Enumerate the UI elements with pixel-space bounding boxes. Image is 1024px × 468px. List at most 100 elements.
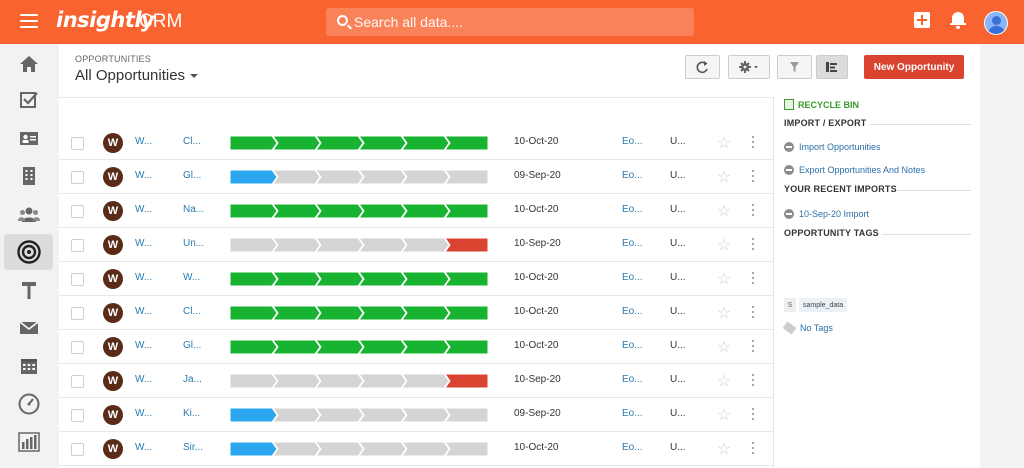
export-opportunities-link[interactable]: Export Opportunities And Notes <box>784 165 925 175</box>
opportunity-avatar[interactable]: W <box>103 337 123 357</box>
recent-import-link[interactable]: 10-Sep-20 Import <box>784 209 869 219</box>
opportunity-avatar[interactable]: W <box>103 167 123 187</box>
table-row[interactable]: W W... Un... 10-Sep-20 Eo... U... ☆ <box>59 228 773 262</box>
new-opportunity-button[interactable]: New Opportunity <box>864 55 964 79</box>
notifications-bell-icon[interactable] <box>950 11 966 29</box>
opportunity-avatar[interactable]: W <box>103 269 123 289</box>
row-checkbox[interactable] <box>71 137 84 150</box>
filter-button[interactable] <box>777 55 812 79</box>
opportunity-avatar[interactable]: W <box>103 405 123 425</box>
nav-calendar[interactable] <box>4 348 53 384</box>
layout-toggle-button[interactable] <box>816 55 848 79</box>
nav-email[interactable] <box>4 310 53 346</box>
row-checkbox[interactable] <box>71 341 84 354</box>
table-row[interactable]: W W... W... 10-Oct-20 Eo... U... ☆ <box>59 262 773 296</box>
nav-opportunities[interactable] <box>4 234 53 270</box>
opportunity-name-link[interactable]: W... <box>135 374 153 385</box>
organization-link[interactable]: Un... <box>183 238 205 249</box>
organization-link[interactable]: W... <box>183 272 201 283</box>
organization-link[interactable]: Na... <box>183 204 205 215</box>
owner-link[interactable]: Eo... <box>622 374 643 385</box>
import-opportunities-link[interactable]: Import Opportunities <box>784 142 881 152</box>
nav-projects[interactable] <box>4 272 53 308</box>
opportunity-name-link[interactable]: W... <box>135 340 153 351</box>
table-row[interactable]: W W... Ja... 10-Sep-20 Eo... U... ☆ <box>59 364 773 398</box>
organization-link[interactable]: Cl... <box>183 306 201 317</box>
table-row[interactable]: W W... Gl... 10-Oct-20 Eo... U... ☆ <box>59 330 773 364</box>
more-options-icon[interactable] <box>752 408 755 422</box>
opportunity-name-link[interactable]: W... <box>135 204 153 215</box>
opportunity-name-link[interactable]: W... <box>135 170 153 181</box>
table-row[interactable]: W W... Sir... 10-Oct-20 Eo... U... ☆ <box>59 432 773 466</box>
owner-link[interactable]: Eo... <box>622 340 643 351</box>
insightly-logo[interactable]: insightly <box>56 8 155 32</box>
owner-link[interactable]: Eo... <box>622 408 643 419</box>
opportunity-name-link[interactable]: W... <box>135 136 153 147</box>
more-options-icon[interactable] <box>752 170 755 184</box>
opportunity-avatar[interactable]: W <box>103 303 123 323</box>
star-icon[interactable]: ☆ <box>717 237 732 254</box>
organization-link[interactable]: Gl... <box>183 340 202 351</box>
table-row[interactable]: W W... Cl... 10-Oct-20 Eo... U... ☆ <box>59 296 773 330</box>
more-options-icon[interactable] <box>752 306 755 320</box>
table-row[interactable]: W W... Gl... 09-Sep-20 Eo... U... ☆ <box>59 160 773 194</box>
opportunity-name-link[interactable]: W... <box>135 238 153 249</box>
table-row[interactable]: W W... Cl... 10-Oct-20 Eo... U... ☆ <box>59 126 773 160</box>
more-options-icon[interactable] <box>752 340 755 354</box>
row-checkbox[interactable] <box>71 171 84 184</box>
recycle-bin-link[interactable]: RECYCLE BIN <box>784 99 859 110</box>
organization-link[interactable]: Ja... <box>183 374 202 385</box>
settings-dropdown-button[interactable] <box>728 55 770 79</box>
opportunity-avatar[interactable]: W <box>103 133 123 153</box>
table-row[interactable]: W W... Na... 10-Oct-20 Eo... U... ☆ <box>59 194 773 228</box>
opportunity-name-link[interactable]: W... <box>135 442 153 453</box>
star-icon[interactable]: ☆ <box>717 305 732 322</box>
row-checkbox[interactable] <box>71 307 84 320</box>
more-options-icon[interactable] <box>752 272 755 286</box>
row-checkbox[interactable] <box>71 205 84 218</box>
opportunity-avatar[interactable]: W <box>103 201 123 221</box>
row-checkbox[interactable] <box>71 409 84 422</box>
nav-tasks[interactable] <box>4 82 53 118</box>
view-selector[interactable]: All Opportunities <box>75 67 199 84</box>
star-icon[interactable]: ☆ <box>717 203 732 220</box>
more-options-icon[interactable] <box>752 136 755 150</box>
more-options-icon[interactable] <box>752 374 755 388</box>
row-checkbox[interactable] <box>71 239 84 252</box>
nav-contacts[interactable] <box>4 120 53 156</box>
organization-link[interactable]: Sir... <box>183 442 204 453</box>
star-icon[interactable]: ☆ <box>717 271 732 288</box>
tag-sample-data[interactable]: sample_data <box>799 298 848 312</box>
star-icon[interactable]: ☆ <box>717 407 732 424</box>
nav-users[interactable] <box>4 196 53 232</box>
row-checkbox[interactable] <box>71 375 84 388</box>
owner-link[interactable]: Eo... <box>622 442 643 453</box>
row-checkbox[interactable] <box>71 443 84 456</box>
star-icon[interactable]: ☆ <box>717 339 732 356</box>
opportunity-avatar[interactable]: W <box>103 371 123 391</box>
table-row[interactable]: W W... Ki... 09-Sep-20 Eo... U... ☆ <box>59 398 773 432</box>
user-avatar[interactable] <box>984 11 1008 35</box>
more-options-icon[interactable] <box>752 238 755 252</box>
breadcrumb[interactable]: OPPORTUNITIES <box>75 54 151 64</box>
owner-link[interactable]: Eo... <box>622 272 643 283</box>
owner-link[interactable]: Eo... <box>622 170 643 181</box>
row-checkbox[interactable] <box>71 273 84 286</box>
menu-icon[interactable] <box>20 14 38 28</box>
organization-link[interactable]: Gl... <box>183 170 202 181</box>
star-icon[interactable]: ☆ <box>717 441 732 458</box>
owner-link[interactable]: Eo... <box>622 136 643 147</box>
organization-link[interactable]: Cl... <box>183 136 201 147</box>
owner-link[interactable]: Eo... <box>622 306 643 317</box>
more-options-icon[interactable] <box>752 204 755 218</box>
opportunity-name-link[interactable]: W... <box>135 306 153 317</box>
owner-link[interactable]: Eo... <box>622 238 643 249</box>
nav-home[interactable] <box>4 46 53 82</box>
star-icon[interactable]: ☆ <box>717 135 732 152</box>
nav-organizations[interactable] <box>4 158 53 194</box>
add-icon[interactable] <box>914 12 930 28</box>
search-input[interactable] <box>354 8 684 36</box>
opportunity-avatar[interactable]: W <box>103 439 123 459</box>
more-options-icon[interactable] <box>752 442 755 456</box>
nav-dashboard[interactable] <box>4 386 53 422</box>
